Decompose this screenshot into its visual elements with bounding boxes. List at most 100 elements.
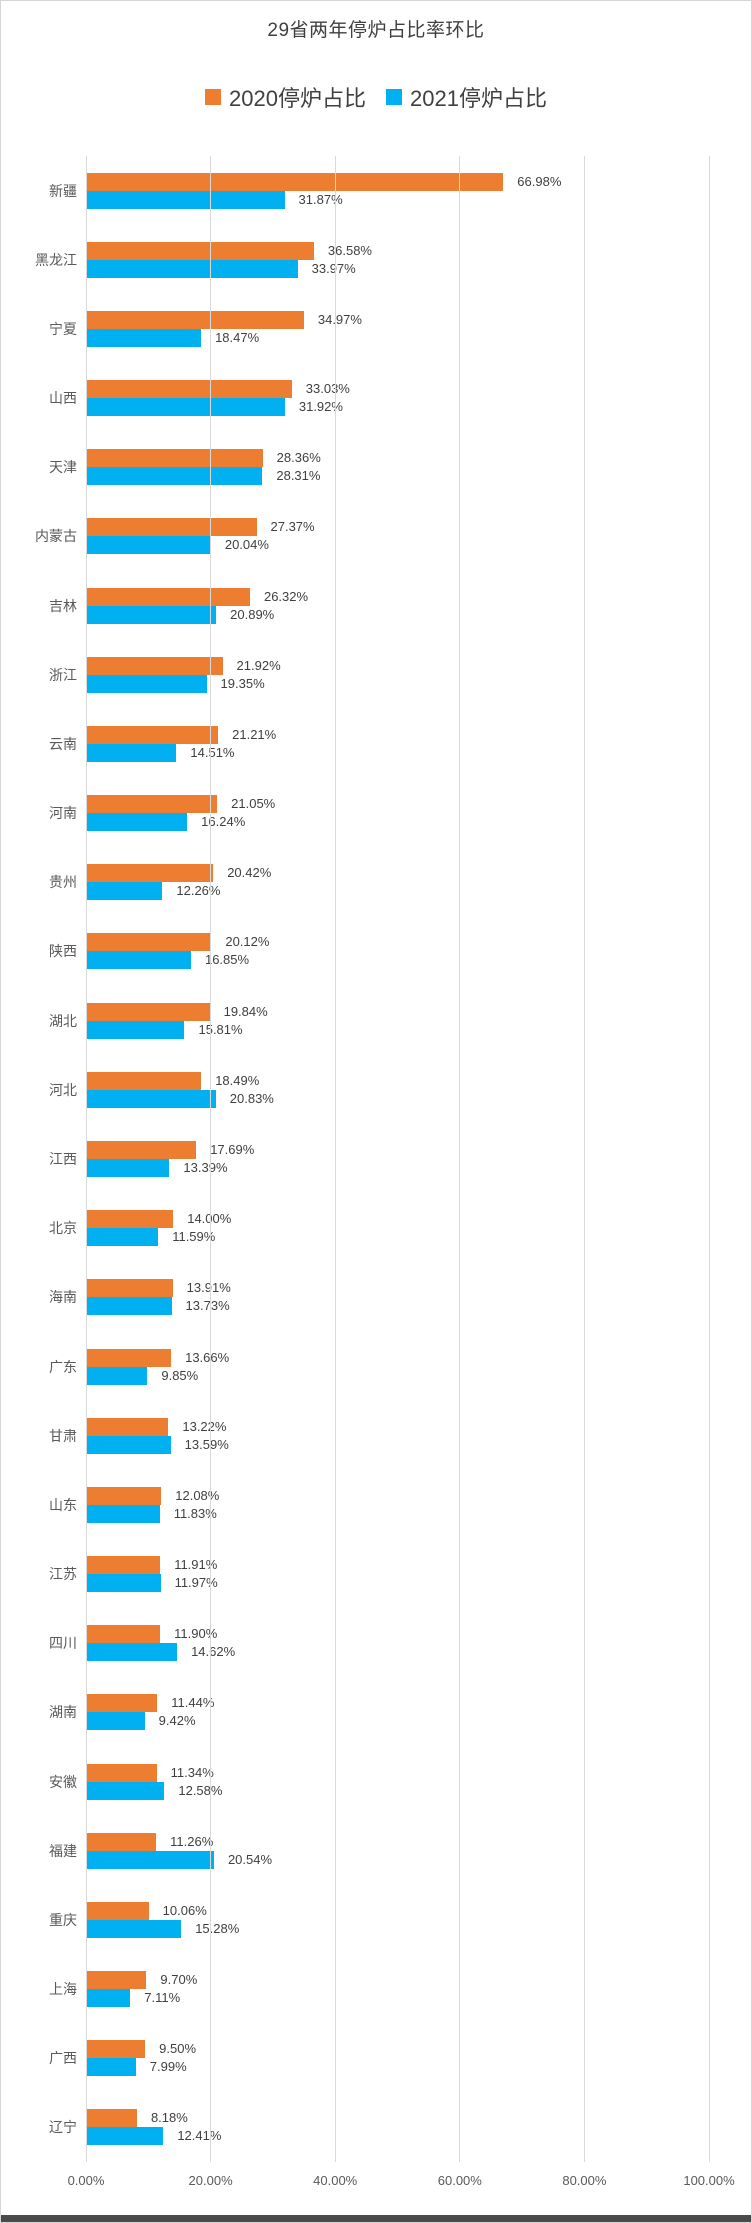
value-label-2021: 12.58% [178, 1782, 223, 1798]
bar-pair: 26.32% 20.89% [86, 587, 709, 624]
category-row: 广东 13.66% 9.85% [49, 1332, 709, 1401]
bar-2021 [86, 1850, 214, 1869]
value-label-2021: 11.97% [174, 1575, 218, 1591]
category-label: 甘肃 [49, 1427, 77, 1444]
value-label-2020: 11.26% [170, 1833, 214, 1849]
bar-2020 [86, 1348, 172, 1367]
category-label: 辽宁 [49, 2119, 77, 2136]
category-row: 黑龙江 36.58% 33.97% [35, 225, 709, 294]
bar-pair: 36.58% 33.97% [86, 241, 709, 278]
bar-2020 [86, 449, 263, 468]
bar-2021 [86, 813, 188, 832]
category-row: 四川 11.90% 14.62% [49, 1609, 709, 1678]
value-label-2020: 20.42% [227, 865, 272, 881]
category-row: 湖南 11.44% 9.42% [49, 1678, 709, 1747]
category-label: 云南 [49, 735, 77, 752]
category-row: 山西 33.03% 31.92% [49, 364, 709, 433]
value-label-2021: 16.24% [201, 814, 246, 830]
bar-2020 [86, 725, 219, 744]
bar-2021 [86, 190, 285, 209]
category-row: 陕西 20.12% 16.85% [49, 917, 709, 986]
bar-2021 [86, 1020, 185, 1039]
bar-2020 [86, 310, 304, 329]
bar-2021 [86, 1643, 178, 1662]
bar-2021 [86, 2058, 136, 2077]
bar-2020 [86, 518, 257, 537]
bar-2021 [86, 951, 191, 970]
x-axis: 0.00% 20.00% 40.00% 60.00% 80.00% 100.00% [68, 2169, 735, 2193]
value-label-2020: 8.18% [150, 2110, 188, 2126]
bar-2021 [86, 1574, 161, 1593]
value-label-2021: 11.59% [172, 1229, 216, 1245]
value-label-2020: 34.97% [317, 311, 362, 327]
value-label-2020: 9.70% [160, 1972, 198, 1988]
category-row: 内蒙古 27.37% 20.04% [35, 502, 709, 571]
category-label: 上海 [49, 1981, 77, 1998]
category-row: 江西 17.69% 13.39% [49, 1124, 709, 1193]
bar-2021 [86, 2127, 164, 2146]
value-label-2021: 7.99% [149, 2059, 187, 2075]
bar-2020 [86, 795, 218, 814]
value-label-2021: 20.83% [229, 1090, 274, 1106]
bar-pair: 18.49% 20.83% [86, 1071, 709, 1108]
value-label-2021: 20.54% [227, 1851, 273, 1867]
bar-2020 [86, 1832, 157, 1851]
value-label-2020: 66.98% [517, 173, 562, 189]
bar-2021 [86, 1366, 148, 1385]
category-row: 宁夏 34.97% 18.47% [49, 294, 709, 363]
bar-pair: 33.03% 31.92% [86, 380, 709, 417]
bar-pair: 11.34% 12.58% [86, 1763, 709, 1800]
category-label: 新疆 [49, 182, 77, 199]
bar-2020 [86, 1210, 174, 1229]
category-label: 河南 [49, 805, 77, 822]
bar-pair: 9.50% 7.99% [86, 2040, 709, 2077]
category-label: 湖南 [49, 1704, 77, 1721]
bar-2021 [86, 1228, 159, 1247]
bar-2020 [86, 1071, 202, 1090]
bar-2020 [86, 1625, 161, 1644]
category-row: 浙江 21.92% 19.35% [49, 640, 709, 709]
value-label-2020: 13.22% [182, 1418, 227, 1434]
category-row: 北京 14.00%11.59% [49, 1194, 709, 1263]
value-label-2020: 21.92% [236, 657, 281, 673]
bar-2020 [86, 1556, 161, 1575]
bar-pair: 10.06% 15.28% [86, 1901, 709, 1938]
category-label: 宁夏 [49, 320, 77, 337]
bar-2021 [86, 328, 202, 347]
bar-pair: 21.05% 16.24% [86, 795, 709, 832]
bar-2020 [86, 1002, 210, 1021]
bar-pair: 28.36% 28.31% [86, 449, 709, 486]
bar-2021 [86, 467, 263, 486]
bar-2020 [86, 1279, 173, 1298]
legend-label-2020: 2020停炉占比 [229, 86, 366, 111]
value-label-2020: 11.91% [174, 1557, 218, 1573]
gridline [210, 156, 212, 2162]
bar-2021 [86, 1089, 216, 1108]
value-label-2021: 28.31% [276, 468, 321, 484]
value-label-2020: 21.05% [231, 796, 276, 812]
bar-pair: 21.21% 14.51% [86, 725, 709, 762]
bar-2020 [86, 1763, 157, 1782]
category-label: 安徽 [49, 1773, 77, 1790]
bar-2021 [86, 1158, 170, 1177]
value-label-2021: 19.35% [220, 675, 265, 691]
gridline [459, 156, 461, 2162]
bar-2020 [86, 656, 223, 675]
gridline [334, 156, 336, 2162]
axis-tick-label: 80.00% [562, 2173, 607, 2188]
value-label-2021: 13.73% [185, 1298, 230, 1314]
bar-2021 [86, 674, 207, 693]
value-label-2020: 13.66% [185, 1349, 230, 1365]
category-label: 湖北 [49, 1012, 77, 1029]
value-label-2021: 33.97% [311, 260, 356, 276]
value-label-2021: 11.83% [173, 1505, 217, 1521]
value-label-2020: 11.90% [174, 1626, 218, 1642]
bar-2020 [86, 241, 314, 260]
category-label: 吉林 [49, 597, 77, 614]
value-label-2020: 36.58% [327, 242, 372, 258]
category-row: 新疆 66.98% 31.87% [49, 156, 709, 225]
category-row: 河南 21.05% 16.24% [49, 779, 709, 848]
value-label-2020: 18.49% [215, 1072, 260, 1088]
category-row: 甘肃 13.22% 13.59% [49, 1401, 709, 1470]
value-label-2021: 31.92% [298, 399, 343, 415]
